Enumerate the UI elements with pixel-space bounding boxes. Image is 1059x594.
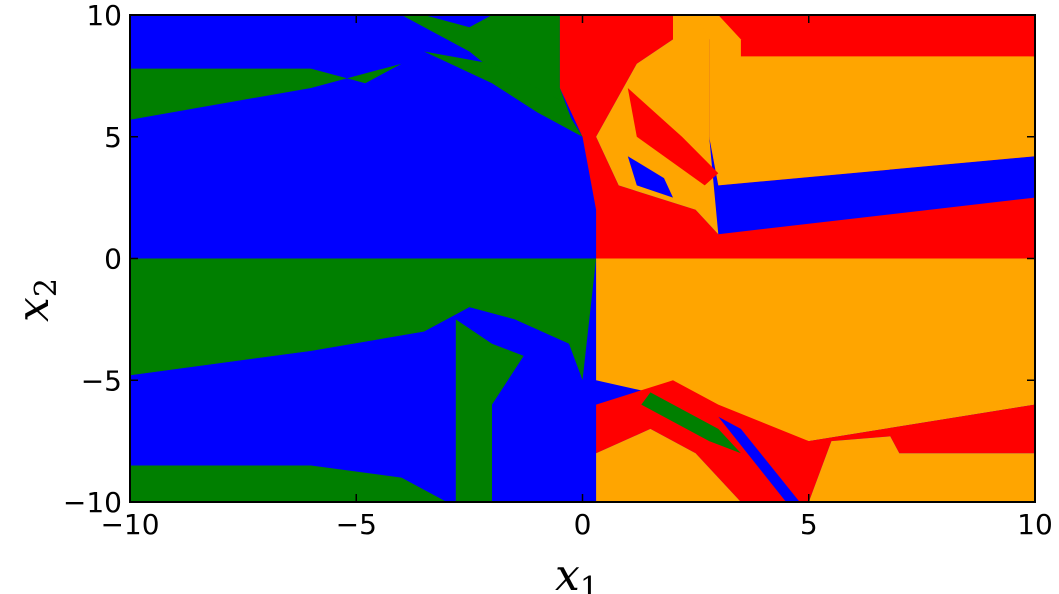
y-axis-label-sub: 2 [29,278,64,297]
x-tick-label: 5 [800,508,818,541]
basin-regions [130,15,1035,502]
region-orange-lower-bottom-right [808,436,1035,502]
x-axis-label-var: x [555,550,580,594]
y-tick-label: 5 [104,121,122,154]
region-blue-lower-right-spike [718,416,800,502]
x-axis-label-sub: 1 [580,571,599,594]
x-tick-label: −5 [336,508,377,541]
region-red-upper-spike [627,88,719,186]
x-tick-label: 0 [574,508,592,541]
region-orange-lower-right [596,258,1035,442]
x-tick-label: −10 [100,508,159,541]
y-tick-label: −5 [81,364,122,397]
axis-ticks: −10 −5 0 5 10 −10 −5 0 5 10 [63,0,1053,541]
region-green-top-left-band [130,63,402,120]
region-green-bottom-band [130,465,447,502]
region-green-lower-right-streak [641,392,741,454]
x-tick-label: 10 [1017,508,1053,541]
region-orange-upper-right [673,15,1035,186]
y-tick-label: 10 [86,0,122,32]
y-tick-label: 0 [104,243,122,276]
region-green-lower-left [130,258,597,381]
region-red-lower-right [596,380,1035,502]
y-axis-label: x2 [8,278,64,322]
region-red-upper-thin-band [740,39,1035,57]
y-tick-label: −10 [63,486,122,519]
x-axis-label: x1 [555,550,599,594]
region-blue-upper-spike [627,156,673,198]
region-green-lower-wedge [455,319,524,502]
region-orange-lower-bottom [596,428,741,502]
y-axis-label-var: x [8,297,59,322]
